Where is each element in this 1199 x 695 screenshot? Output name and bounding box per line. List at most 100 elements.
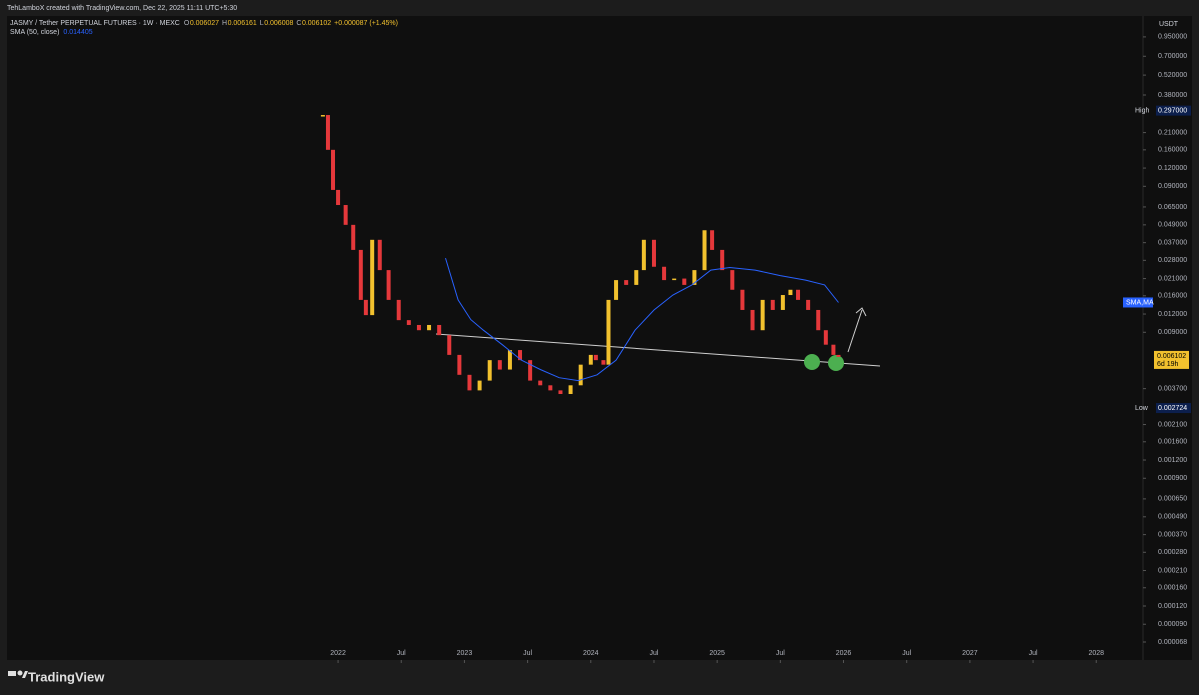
x-tick-label: Jul	[1029, 650, 1038, 657]
candle-body	[351, 224, 356, 250]
y-tick-label: 0.210000	[1158, 129, 1187, 136]
candle-body	[682, 278, 687, 285]
candle-body	[396, 299, 401, 321]
logo-mark	[22, 671, 28, 678]
candle-body	[507, 350, 512, 370]
footer-logo: TradingView	[28, 669, 105, 684]
candle-body	[370, 239, 375, 316]
candle-body	[634, 270, 639, 285]
last-price-bg	[1154, 350, 1189, 369]
y-tick-label: 0.160000	[1158, 147, 1187, 154]
candle-body	[538, 380, 543, 386]
attribution: TehLamboX created with TradingView.com, …	[7, 5, 237, 12]
y-tick-label: 0.950000	[1158, 34, 1187, 41]
candle-body	[406, 320, 411, 325]
x-tick-label: Jul	[776, 650, 785, 657]
candle-body	[447, 335, 452, 355]
tag-label: Low	[1135, 405, 1149, 412]
y-tick-label: 0.520000	[1158, 72, 1187, 79]
candle-body	[588, 354, 593, 365]
tag-bg	[1156, 403, 1191, 414]
candle-body	[518, 350, 523, 361]
candle-body	[467, 374, 472, 391]
candle-body	[651, 239, 656, 267]
y-tick-label: 0.012000	[1158, 311, 1187, 318]
candle-body	[823, 330, 828, 345]
candle-body	[336, 189, 341, 206]
y-tick-label: 0.000650	[1158, 496, 1187, 503]
footer: TradingView	[8, 669, 105, 684]
candle-body	[386, 270, 391, 300]
currency: USDT	[1159, 21, 1179, 28]
candle-body	[377, 239, 382, 271]
x-tick-label: 2022	[330, 650, 346, 657]
y-tick-label: 0.700000	[1158, 53, 1187, 60]
y-tick-label: 0.016000	[1158, 293, 1187, 300]
indicator: SMA (50, close)	[10, 29, 59, 36]
x-tick-label: Jul	[650, 650, 659, 657]
y-tick-label: 0.021000	[1158, 275, 1187, 282]
highlight-circle	[804, 354, 820, 370]
y-tick-label: 0.000120	[1158, 603, 1187, 610]
x-tick-label: Jul	[902, 650, 911, 657]
y-tick-label: 0.000068	[1158, 639, 1187, 646]
countdown: 6d 19h	[1157, 361, 1179, 368]
candle-body	[477, 380, 482, 391]
candle-body	[730, 270, 735, 290]
candle-body	[641, 239, 646, 271]
x-tick-label: 2028	[1088, 650, 1104, 657]
candle-body	[760, 299, 765, 331]
tag-bg	[1156, 105, 1191, 116]
x-tick-label: Jul	[397, 650, 406, 657]
candle-body	[710, 230, 715, 250]
y-tick-label: 0.049000	[1158, 222, 1187, 229]
logo-mark	[17, 670, 23, 676]
y-tick-label: 0.028000	[1158, 257, 1187, 264]
x-tick-label: 2023	[457, 650, 473, 657]
ohlc-label: O	[184, 20, 190, 27]
candle-body	[548, 385, 553, 391]
candle-body	[331, 149, 336, 190]
y-tick-label: 0.037000	[1158, 240, 1187, 247]
sma-tag: SMA,MA	[1126, 299, 1154, 306]
y-tick-label: 0.380000	[1158, 92, 1187, 99]
candle-body	[702, 230, 707, 271]
candle-body	[831, 344, 836, 355]
candle-body	[558, 390, 563, 394]
price-tag: Low 0.002724	[1135, 403, 1191, 414]
change: +0.000087 (+1.45%)	[334, 20, 398, 27]
candle-body	[320, 115, 325, 117]
plot-area	[7, 16, 1192, 660]
candle-body	[720, 249, 725, 271]
candle-body	[497, 360, 502, 370]
price-tag: High 0.297000	[1135, 105, 1191, 116]
last-price: 0.006102	[1157, 353, 1186, 360]
y-tick-label: 0.000490	[1158, 514, 1187, 521]
ohlc-label: H	[222, 20, 227, 27]
y-tick-label: 0.000280	[1158, 549, 1187, 556]
candle-body	[416, 324, 421, 331]
candle-body	[614, 280, 619, 300]
y-tick-label: 0.000160	[1158, 585, 1187, 592]
y-tick-label: 0.001600	[1158, 439, 1187, 446]
sma-tag-bg	[1123, 297, 1153, 308]
tag-value: 0.297000	[1158, 107, 1187, 114]
ohlc-label: L	[260, 20, 264, 27]
tag-value: 0.002724	[1158, 405, 1187, 412]
candle-body	[606, 299, 611, 365]
candle-body	[457, 354, 462, 375]
y-tick-label: 0.120000	[1158, 165, 1187, 172]
candle-body	[528, 360, 533, 381]
candle-body	[806, 299, 811, 310]
y-tick-label: 0.090000	[1158, 183, 1187, 190]
candle-body	[740, 289, 745, 310]
ohlc-label: C	[296, 20, 301, 27]
candle-body	[836, 354, 841, 357]
symbol: JASMY / Tether PERPETUAL FUTURES · 1W · …	[10, 20, 180, 27]
x-tick-label: 2024	[583, 650, 599, 657]
tag-label: High	[1135, 107, 1150, 114]
candle-body	[624, 280, 629, 285]
logo-mark	[8, 671, 16, 676]
sma-line	[445, 257, 839, 382]
